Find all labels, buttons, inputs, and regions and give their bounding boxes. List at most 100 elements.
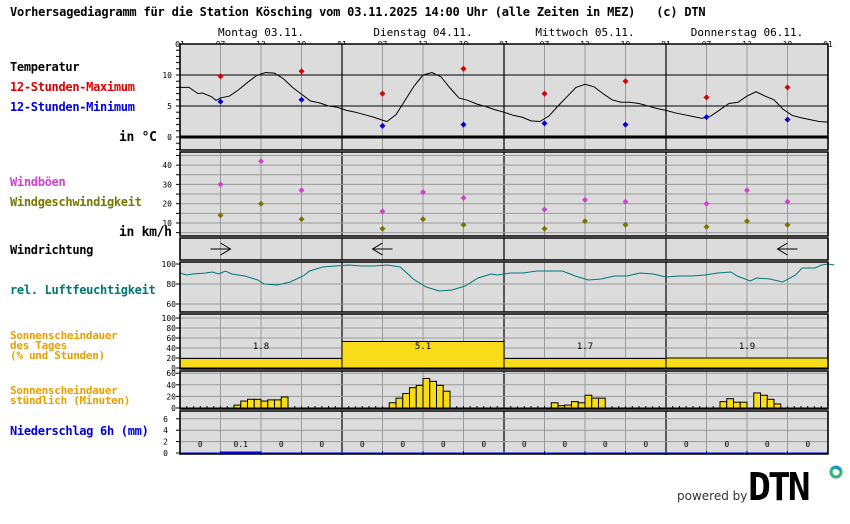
windspeed-marker: [541, 225, 548, 232]
max12-marker: [622, 78, 629, 85]
prec-ytick: 4: [163, 426, 168, 435]
gust-marker: [258, 158, 264, 165]
min12-marker: [784, 116, 791, 123]
prec-ytick: 0: [163, 449, 168, 458]
prec-ytick: 2: [163, 438, 168, 447]
sunshine-hour-bar: [267, 399, 275, 409]
label-min12: 12-Stunden-Minimum: [10, 100, 135, 114]
sund-ytick: 80: [166, 324, 176, 333]
label-humidity: rel. Luftfeuchtigkeit: [10, 283, 156, 297]
panel-border-hum: [179, 261, 829, 313]
sund-ytick: 20: [166, 354, 176, 363]
gust-marker: [298, 187, 305, 194]
sunshine-hour-bar: [550, 402, 559, 409]
wind-ytick: 30: [162, 180, 172, 189]
precip-value: 0: [198, 440, 203, 449]
sunshine-hour-bar: [442, 390, 451, 409]
sund-ytick: 60: [166, 334, 176, 343]
sunshine-hour-bar: [557, 405, 566, 409]
min12-marker: [622, 121, 629, 128]
dtn-logo: DTN: [748, 464, 848, 509]
panel-border-prec: [179, 410, 829, 455]
max12-marker: [298, 68, 305, 75]
max12-marker: [784, 84, 791, 91]
windspeed-marker: [379, 225, 386, 232]
sunshine-day-value: 1.8: [253, 342, 269, 352]
wind-arrow-left-icon: [371, 242, 393, 256]
sunshine-day-bar: [341, 341, 505, 369]
sunshine-hour-bar: [766, 398, 775, 409]
wind-arrow-right-icon: [210, 242, 232, 256]
max12-marker: [460, 65, 467, 72]
precip-value: 0: [522, 440, 527, 449]
gust-marker: [744, 187, 750, 194]
gust-marker: [784, 198, 791, 205]
label-precip: Niederschlag 6h (mm): [10, 424, 149, 438]
sunshine-hour-bar: [584, 394, 593, 409]
wind-ytick: 40: [162, 161, 172, 170]
hum-ytick: 80: [166, 280, 176, 289]
max12-marker: [541, 90, 548, 97]
wind-ytick: 20: [162, 200, 172, 209]
sunshine-hour-bar: [436, 384, 444, 409]
precip-value: 0: [684, 440, 689, 449]
gust-marker: [460, 194, 467, 201]
min12-marker: [379, 122, 386, 129]
sunshine-hour-bar: [240, 400, 248, 409]
sunshine-day-bar: [179, 358, 343, 369]
label-sun-hour-2: stündlich (Minuten): [10, 394, 131, 407]
sunshine-hour-bar: [395, 397, 404, 409]
temp-ytick: 0: [167, 133, 172, 142]
gust-marker: [541, 206, 548, 213]
sunshine-hour-bar: [564, 404, 572, 409]
windspeed-marker: [703, 223, 710, 230]
gust-marker: [703, 200, 710, 207]
day-label: Dienstag 04.11.: [373, 26, 472, 39]
min12-marker: [460, 121, 467, 128]
sunshine-hour-bar: [402, 393, 410, 409]
sunshine-hour-bar: [422, 377, 431, 409]
label-gusts: Windböen: [10, 175, 66, 189]
label-temperature: Temperatur: [10, 60, 80, 74]
sunshine-hour-bar: [598, 397, 606, 409]
precip-value: 0: [400, 440, 405, 449]
windspeed-marker: [217, 212, 224, 219]
sunshine-hour-bar: [260, 400, 269, 409]
windspeed-marker: [784, 221, 791, 228]
sunshine-hour-bar: [571, 401, 579, 409]
panel-border-sunH: [179, 370, 829, 410]
temp-ytick: 5: [167, 102, 172, 111]
panel-border-temp: [179, 43, 829, 151]
windspeed-marker: [622, 221, 629, 228]
windspeed-marker: [258, 200, 264, 207]
wind-ytick: 10: [162, 219, 172, 228]
precip-value: 0: [319, 440, 324, 449]
precip-value: 0: [279, 440, 284, 449]
label-temp-unit: in °C: [119, 130, 157, 145]
sunshine-hour-bar: [233, 404, 242, 409]
windspeed-marker: [744, 218, 750, 225]
day-label: Montag 03.11.: [218, 26, 304, 39]
label-winddir: Windrichtung: [10, 243, 94, 257]
max12-marker: [379, 90, 386, 97]
precip-value: 0: [643, 440, 648, 449]
wind-arrow-left-icon: [776, 242, 798, 256]
sunshine-day-bar: [665, 357, 829, 369]
sunshine-hour-bar: [388, 402, 397, 409]
precip-value: 0: [360, 440, 365, 449]
sunshine-hour-bar: [753, 392, 761, 409]
precip-value: 0: [441, 440, 446, 449]
hum-ytick: 60: [166, 300, 176, 309]
sunh-ytick: 40: [166, 381, 176, 390]
label-sun-hour-1: Sonnenscheindauer: [10, 384, 118, 397]
windspeed-marker: [420, 216, 426, 223]
temp-ytick: 10: [162, 71, 172, 80]
max12-marker: [217, 73, 224, 80]
min12-marker: [541, 120, 548, 127]
sunshine-hour-bar: [274, 399, 282, 409]
precip-value: 0: [603, 440, 608, 449]
windspeed-marker: [460, 221, 467, 228]
precip-value: 0: [562, 440, 567, 449]
precip-value: 0: [765, 440, 770, 449]
sunshine-hour-bar: [409, 387, 417, 409]
